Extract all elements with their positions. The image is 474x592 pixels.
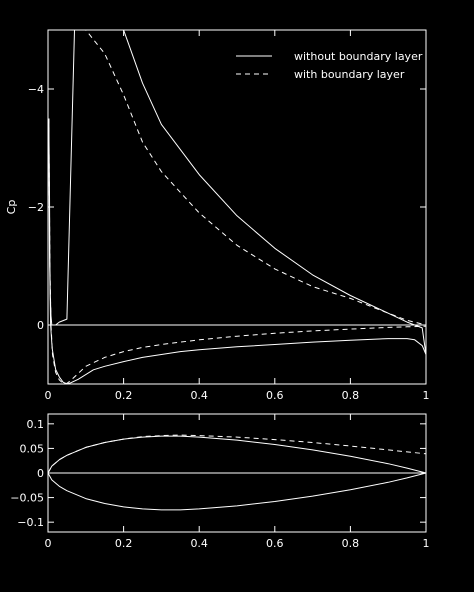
cp-y-tick-label: −4 — [28, 83, 44, 96]
cp-axis-label: Cp — [5, 200, 18, 215]
legend-label-without-boundary-layer: without boundary layer — [294, 50, 423, 63]
cp-x-tick-label: 0.8 — [342, 389, 360, 402]
airfoil-x-tick-label: 0.4 — [190, 537, 208, 550]
cp-series-with-bl-line-2 — [72, 29, 427, 326]
airfoil-x-tick-label: 0.6 — [266, 537, 284, 550]
airfoil-y-tick-label: 0.05 — [20, 442, 45, 455]
cp-x-tick-label: 0.2 — [115, 389, 133, 402]
legend-label-with-boundary-layer: with boundary layer — [294, 68, 405, 81]
cp-y-tick-label: 0 — [37, 319, 44, 332]
legend: without boundary layer with boundary lay… — [236, 50, 423, 81]
airfoil-plot: 0 0.2 0.4 0.6 0.8 1 0.1 0.05 0 −0.05 −0.1 — [10, 413, 430, 550]
airfoil-x-tick-label: 0 — [45, 537, 52, 550]
airfoil-series-without-bl-line-2 — [47, 472, 427, 511]
cp-x-tick-label: 0.6 — [266, 389, 284, 402]
airfoil-y-tick-label: −0.1 — [17, 516, 44, 529]
cp-x-tick-label: 0 — [45, 389, 52, 402]
cp-y-tick-label: −2 — [28, 201, 44, 214]
airfoil-y-tick-label: 0 — [37, 467, 44, 480]
cp-x-tick-label: 0.4 — [190, 389, 208, 402]
cp-series-without-bl-line-1 — [48, 118, 427, 385]
cp-series-with-bl-line-1 — [48, 118, 427, 384]
cp-plot: 0 0.2 0.4 0.6 0.8 1 −4 −2 0 Cp without boundary … — [5, 29, 430, 402]
cp-series-without-bl-line-2 — [48, 29, 427, 355]
airfoil-series-without-bl-line-1 — [47, 435, 427, 474]
airfoil-plot-ticks: 0 0.2 0.4 0.6 0.8 1 0.1 0.05 0 −0.05 −0.1 — [10, 414, 430, 550]
airfoil-x-tick-label: 0.2 — [115, 537, 133, 550]
airfoil-x-tick-label: 0.8 — [342, 537, 360, 550]
airfoil-series-with-bl-line-1 — [47, 434, 427, 474]
airfoil-x-tick-label: 1 — [423, 537, 430, 550]
airfoil-y-tick-label: 0.1 — [27, 418, 45, 431]
airfoil-y-tick-label: −0.05 — [10, 492, 44, 505]
cp-plot-ticks: 0 0.2 0.4 0.6 0.8 1 −4 −2 0 — [28, 30, 430, 402]
cp-plot-series — [48, 29, 427, 385]
airfoil-plot-series — [47, 434, 427, 511]
cp-x-tick-label: 1 — [423, 389, 430, 402]
